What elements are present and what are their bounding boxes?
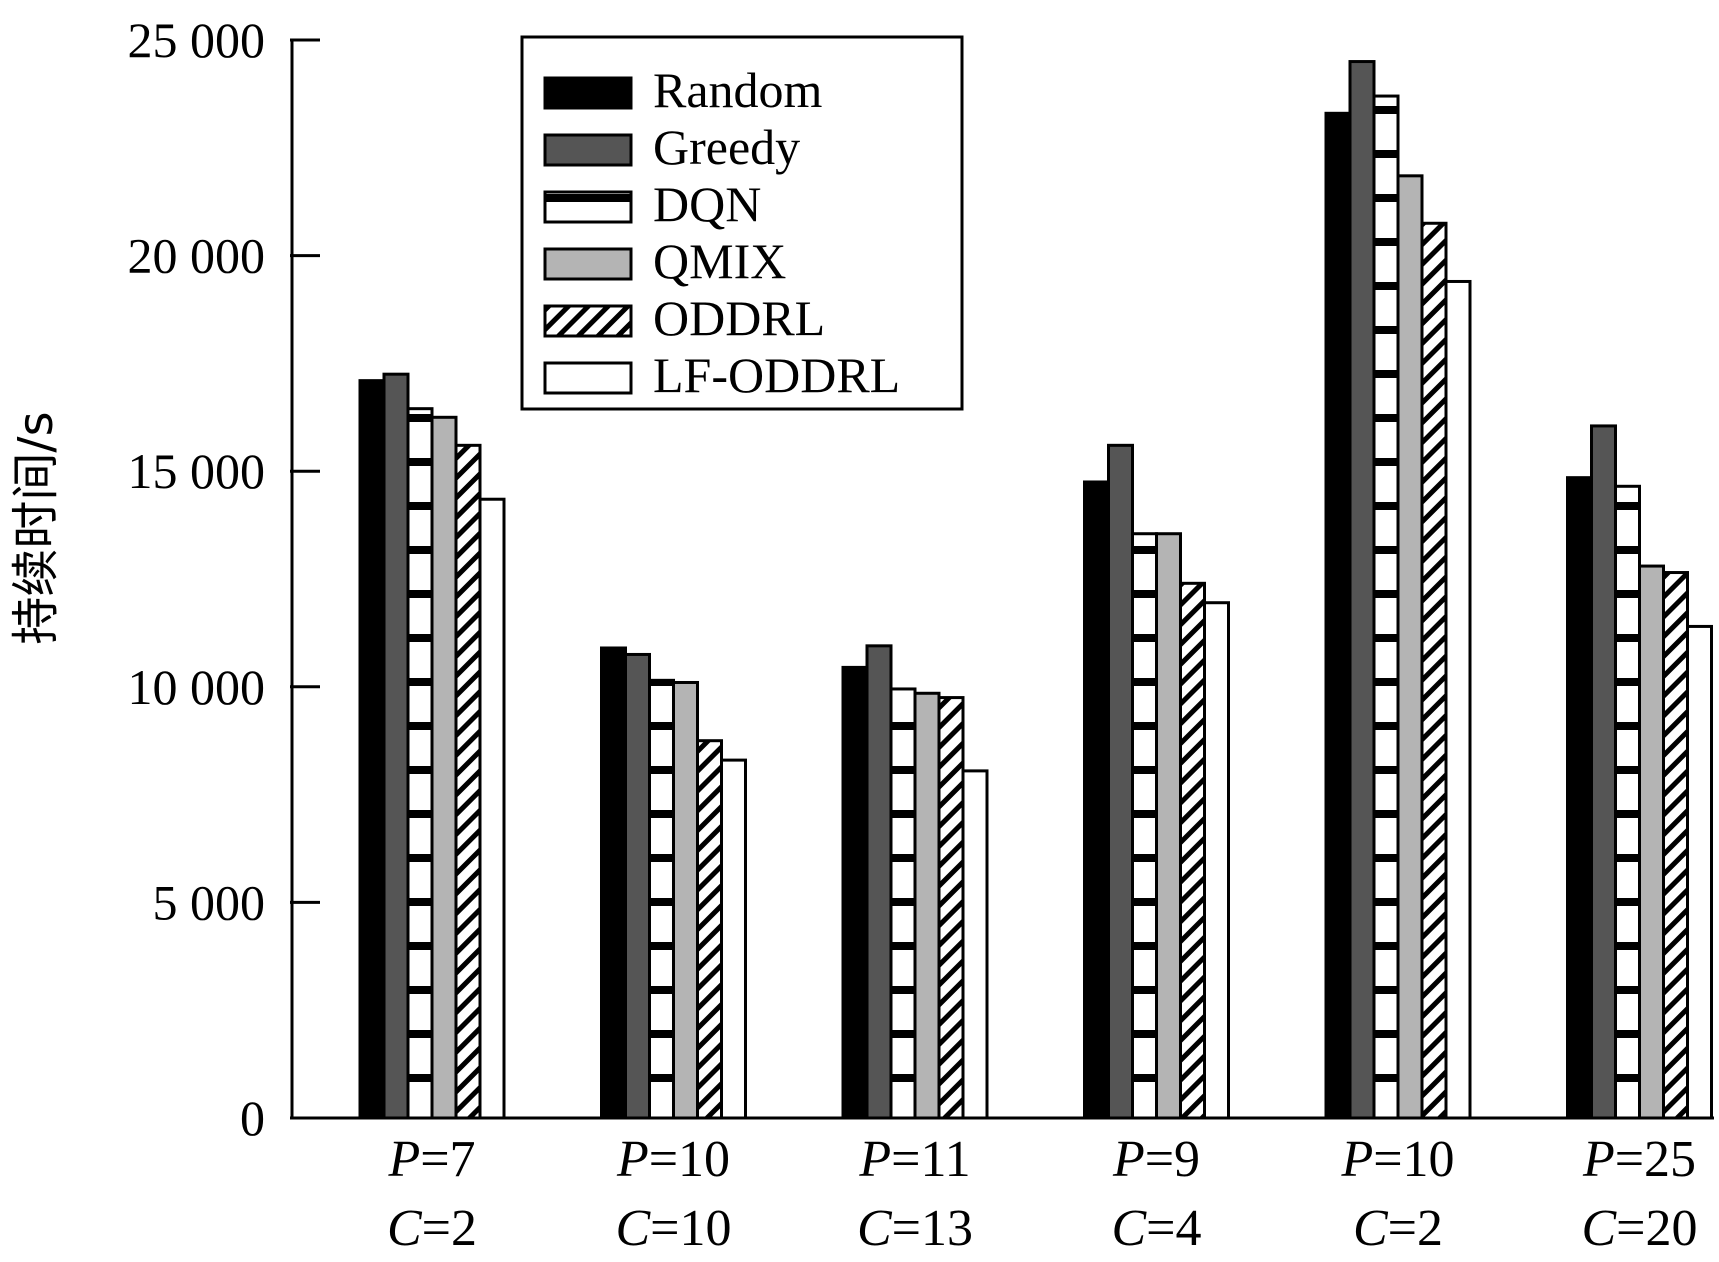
y-axis: 0 5 000 10 000 15 000 20 000 25 000 <box>128 12 1714 1146</box>
y-tick-label: 20 000 <box>128 228 266 284</box>
legend-swatch-oddrl <box>543 304 633 338</box>
bar-random-3 <box>841 665 869 1120</box>
bar-dqn-1 <box>406 407 434 1120</box>
x-tick-label: C=2 <box>387 1200 477 1257</box>
legend-swatch-greedy <box>543 133 633 167</box>
x-tick-label: C=13 <box>857 1200 973 1257</box>
bar-random-6 <box>1566 476 1593 1120</box>
x-tick-label: C=20 <box>1581 1200 1697 1257</box>
bar-qmix-2 <box>672 680 699 1120</box>
x-tick-label: P=11 <box>858 1131 970 1188</box>
bar-greedy-3 <box>865 644 893 1120</box>
bar-qmix-5 <box>1396 174 1424 1120</box>
x-tick-label: P=9 <box>1112 1131 1200 1188</box>
legend-swatch-random <box>543 76 633 110</box>
bar-oddrl-1 <box>454 443 482 1120</box>
bar-dqn-2 <box>648 678 675 1120</box>
bar-oddrl-3 <box>937 696 965 1120</box>
bar-dqn-5 <box>1372 94 1400 1120</box>
bar-greedy-4 <box>1107 443 1134 1120</box>
x-tick-label: P=25 <box>1582 1131 1696 1188</box>
x-tick-label: P=10 <box>616 1131 730 1188</box>
bar-lf-oddrl-2 <box>720 758 747 1120</box>
bar-qmix-6 <box>1638 564 1665 1120</box>
bar-oddrl-2 <box>696 739 723 1120</box>
bar-greedy-5 <box>1348 60 1376 1120</box>
y-axis-label: 持续时间/s <box>8 411 64 644</box>
bar-lf-oddrl-4 <box>1203 601 1230 1120</box>
legend-label: QMIX <box>653 233 786 289</box>
bar-lf-oddrl-3 <box>961 769 989 1120</box>
bar-random-2 <box>600 646 627 1120</box>
bar-dqn-4 <box>1131 532 1158 1120</box>
bar-greedy-1 <box>382 372 410 1120</box>
bar-greedy-6 <box>1590 424 1617 1120</box>
legend-swatch-dqn <box>543 190 633 224</box>
legend-label: Greedy <box>653 119 800 175</box>
bar-oddrl-4 <box>1179 581 1206 1120</box>
bar-dqn-6 <box>1614 484 1641 1120</box>
y-tick-label: 25 000 <box>128 12 266 68</box>
bars <box>358 60 1713 1120</box>
legend-label: ODDRL <box>653 290 825 346</box>
y-tick-label: 15 000 <box>128 443 266 499</box>
bar-qmix-4 <box>1155 532 1182 1120</box>
bar-oddrl-6 <box>1662 571 1689 1120</box>
x-axis-labels: P=7 C=2 P=10 C=10 P=11 C=13 P=9 C=4 P=10 C=2 P=25 C… <box>387 1131 1698 1257</box>
y-tick-label: 5 000 <box>153 874 266 930</box>
legend-label: LF-ODDRL <box>653 347 900 403</box>
y-tick-label: 10 000 <box>128 659 266 715</box>
bar-oddrl-5 <box>1420 221 1448 1120</box>
bar-qmix-3 <box>913 691 941 1120</box>
legend-label: DQN <box>653 176 761 232</box>
x-tick-label: C=10 <box>615 1200 731 1257</box>
bar-random-4 <box>1083 480 1110 1120</box>
bar-lf-oddrl-6 <box>1686 624 1713 1120</box>
legend-swatch-lf-oddrl <box>543 361 633 395</box>
bar-lf-oddrl-5 <box>1444 279 1472 1120</box>
y-tick-label: 0 <box>240 1090 265 1146</box>
legend-label: Random <box>653 62 823 118</box>
x-tick-label: C=2 <box>1353 1200 1443 1257</box>
x-tick-label: P=7 <box>387 1131 475 1188</box>
x-tick-label: P=10 <box>1340 1131 1454 1188</box>
bar-lf-oddrl-1 <box>478 497 506 1120</box>
legend-swatch-qmix <box>543 247 633 281</box>
bar-random-1 <box>358 379 386 1120</box>
bar-greedy-2 <box>624 652 651 1120</box>
bar-qmix-1 <box>430 415 458 1120</box>
x-tick-label: C=4 <box>1111 1200 1201 1257</box>
bar-random-5 <box>1324 111 1352 1120</box>
bar-dqn-3 <box>889 687 917 1120</box>
